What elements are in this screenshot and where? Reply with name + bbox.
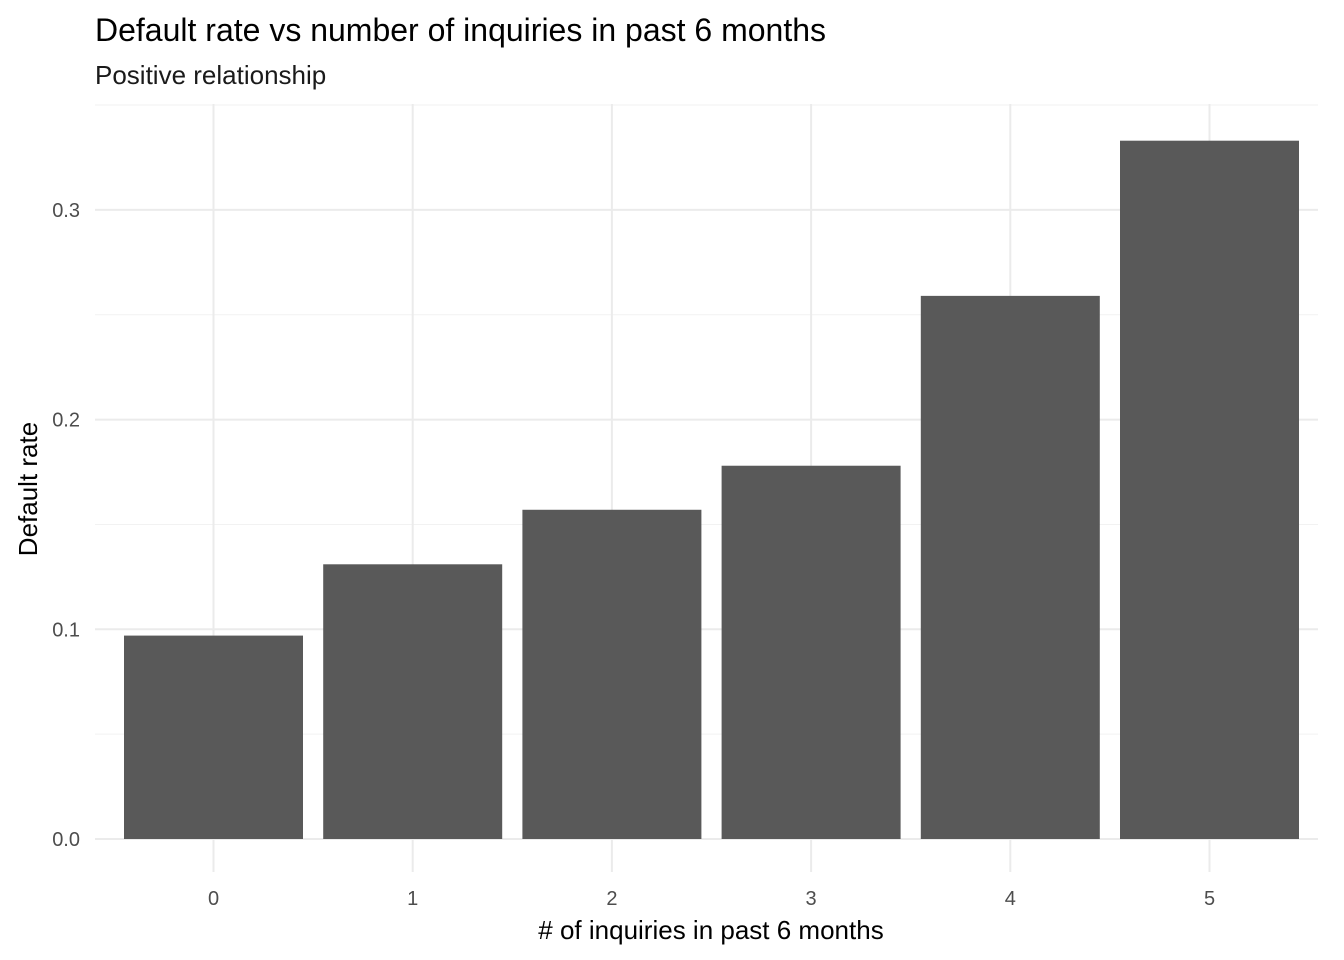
bar-1 [323, 564, 503, 839]
x-tick-label: 1 [407, 888, 418, 910]
x-tick-label: 4 [1005, 888, 1016, 910]
x-tick-label: 3 [806, 888, 817, 910]
y-tick-label: 0.2 [52, 410, 80, 432]
chart-subtitle: Positive relationship [95, 60, 326, 90]
x-axis-title: # of inquiries in past 6 months [538, 915, 883, 945]
chart-title: Default rate vs number of inquiries in p… [95, 12, 826, 48]
y-axis-title: Default rate [13, 422, 43, 556]
y-axis-ticks: 0.0 0.1 0.2 0.3 [52, 200, 80, 851]
x-tick-label: 0 [208, 888, 219, 910]
y-tick-label: 0.1 [52, 619, 80, 641]
x-axis-ticks: 0 1 2 3 4 5 [208, 888, 1215, 910]
bar-4 [920, 295, 1100, 839]
bar-2 [522, 509, 702, 839]
bar-5 [1120, 140, 1299, 840]
x-tick-label: 2 [606, 888, 617, 910]
bar-0 [124, 635, 303, 839]
y-tick-label: 0.3 [52, 200, 80, 222]
x-tick-label: 5 [1204, 888, 1215, 910]
bars [124, 140, 1299, 840]
bar-3 [721, 465, 901, 839]
y-tick-label: 0.0 [52, 829, 80, 851]
